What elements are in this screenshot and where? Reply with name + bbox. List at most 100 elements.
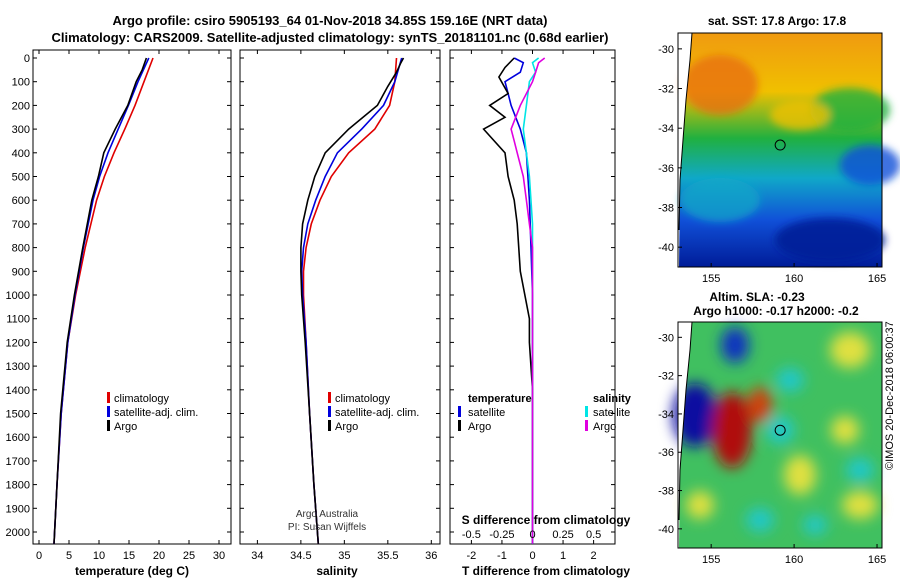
- depth-axis-ticks: 0 100 200 300 400 500 600 700 800 900 1000 1100 1200…: [6, 53, 615, 539]
- legend-swatch-t-satellite: [458, 406, 461, 417]
- legend-argo: Argo: [114, 421, 137, 433]
- series-argo: [300, 57, 405, 544]
- title-line1: Argo profile: csiro 5905193_64 01-Nov-20…: [113, 13, 548, 28]
- map-lat-label: -32: [658, 371, 674, 383]
- sst-map: [677, 32, 900, 268]
- temperature-x-label: temperature (deg C): [75, 564, 189, 578]
- x-tick-label: 20: [153, 550, 165, 562]
- sst-map-frame: [677, 32, 883, 268]
- sla-map-title-1: Altim. SLA: -0.23: [709, 290, 805, 304]
- attribution-line1: Argo Australia: [296, 509, 359, 520]
- x-tick-label: 36: [425, 550, 437, 562]
- legend-t-satellite: satellite: [468, 407, 505, 419]
- map-lon-label: 165: [868, 554, 886, 566]
- argo-float-marker: [774, 139, 786, 151]
- map-lat-label: -30: [658, 44, 674, 56]
- sla-map-ticks: 155 160 165 -30 -32 -34 -36 -38 -40: [658, 332, 886, 566]
- legend-temperature-title: temperature: [468, 393, 532, 405]
- argo-float-marker: [774, 424, 786, 436]
- x-tick-label: 5: [66, 550, 72, 562]
- difference-top-label: S difference from climatology: [462, 513, 631, 527]
- x-tick-label: 0: [529, 550, 535, 562]
- coastline: [678, 321, 693, 521]
- x-tick-label: 1: [560, 550, 566, 562]
- attribution-line2: PI: Susan Wijffels: [288, 522, 366, 533]
- coastline: [678, 32, 693, 231]
- x-tick-label: -1: [497, 550, 507, 562]
- salinity-x-label: salinity: [316, 564, 358, 578]
- sla-map-title-2: Argo h1000: -0.17 h2000: -0.2: [693, 304, 859, 318]
- map-lon-label: 155: [702, 273, 720, 285]
- difference-x-ticks: -2 -1 0 1 2: [466, 50, 597, 562]
- legend-swatch-argo: [107, 420, 110, 431]
- map-lat-label: -38: [658, 486, 674, 498]
- x-tick-label: 0: [36, 550, 42, 562]
- x-tick-label: 30: [213, 550, 225, 562]
- legend-t-argo: Argo: [468, 421, 491, 433]
- x-tick-label: 34: [251, 550, 263, 562]
- difference-series: [482, 57, 546, 544]
- map-lon-label: 160: [785, 273, 803, 285]
- depth-tick-label: 1300: [6, 361, 30, 373]
- depth-tick-label: 900: [12, 266, 30, 278]
- s-diff-tick-label: 0.5: [586, 529, 601, 541]
- salinity-legend: climatology satellite-adj. clim. Argo: [328, 392, 419, 433]
- map-lat-label: -40: [658, 242, 674, 254]
- map-lat-label: -36: [658, 163, 674, 175]
- legend-climatology: climatology: [335, 393, 391, 405]
- coastline-land: [678, 322, 692, 548]
- x-tick-label: 15: [123, 550, 135, 562]
- coastline-land: [678, 33, 692, 267]
- s-diff-tick-label: 0: [529, 529, 535, 541]
- depth-tick-label: 100: [12, 77, 30, 89]
- legend-satellite: satellite-adj. clim.: [335, 407, 419, 419]
- temperature-x-ticks: 0 5 10 15 20 25 30: [36, 50, 225, 562]
- series-salinity-argo: [510, 57, 546, 544]
- sst-patches: [680, 55, 900, 262]
- title-line2: Climatology: CARS2009. Satellite-adjuste…: [51, 30, 608, 45]
- legend-s-argo: Argo: [593, 421, 616, 433]
- series-argo: [53, 57, 148, 544]
- depth-tick-label: 1900: [6, 503, 30, 515]
- sla-patches: [673, 327, 878, 535]
- series-satellite-adj-clim-: [300, 57, 403, 544]
- difference-legend: temperature satellite Argo salinity sate…: [458, 393, 632, 433]
- s-diff-tick-label: -0.5: [462, 529, 481, 541]
- s-diff-tick-label: -0.25: [489, 529, 514, 541]
- depth-tick-label: 1400: [6, 385, 30, 397]
- depth-tick-label: 200: [12, 100, 30, 112]
- map-lat-label: -30: [658, 332, 674, 344]
- depth-tick-label: 2000: [6, 527, 30, 539]
- map-lon-label: 155: [702, 554, 720, 566]
- series-temperature-argo: [482, 57, 534, 544]
- x-tick-label: 25: [183, 550, 195, 562]
- s-difference-ticks: -0.5 -0.25 0 0.25 0.5: [462, 529, 601, 541]
- depth-tick-label: 1700: [6, 456, 30, 468]
- x-tick-label: 2: [591, 550, 597, 562]
- map-lat-label: -34: [658, 123, 674, 135]
- series-climatology: [53, 57, 154, 544]
- depth-tick-label: 600: [12, 195, 30, 207]
- legend-swatch-climatology: [328, 392, 331, 403]
- map-lat-label: -40: [658, 524, 674, 536]
- salinity-panel-frame: [239, 49, 441, 545]
- sst-map-ticks: 155 160 165 -30 -32 -34 -36 -38 -40: [658, 44, 886, 285]
- salinity-series: [300, 57, 405, 544]
- difference-x-label: T difference from climatology: [462, 564, 630, 578]
- depth-tick-label: 1000: [6, 290, 30, 302]
- depth-tick-label: 1200: [6, 337, 30, 349]
- legend-argo: Argo: [335, 421, 358, 433]
- depth-tick-label: 400: [12, 148, 30, 160]
- legend-salinity-title: salinity: [593, 393, 632, 405]
- map-lat-label: -36: [658, 447, 674, 459]
- salinity-x-ticks: 34 34.5 35 35.5 36: [251, 50, 437, 562]
- depth-tick-label: 300: [12, 124, 30, 136]
- sla-map-frame: [677, 321, 883, 549]
- map-lat-label: -32: [658, 84, 674, 96]
- depth-tick-label: 700: [12, 219, 30, 231]
- legend-swatch-satellite: [328, 406, 331, 417]
- legend-swatch-climatology: [107, 392, 110, 403]
- sst-map-title: sat. SST: 17.8 Argo: 17.8: [708, 14, 847, 28]
- series-satellite-adj-clim-: [53, 57, 150, 544]
- x-tick-label: -2: [466, 550, 476, 562]
